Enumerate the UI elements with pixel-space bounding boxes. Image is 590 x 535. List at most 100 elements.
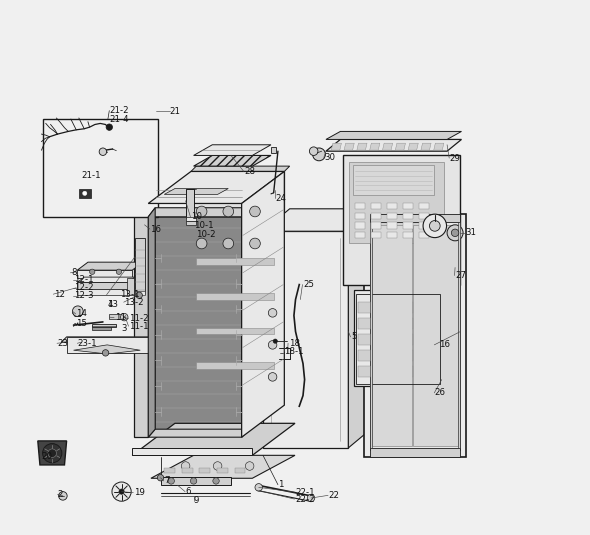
Text: 13-2: 13-2 bbox=[124, 297, 144, 307]
Polygon shape bbox=[164, 188, 228, 194]
Polygon shape bbox=[148, 208, 250, 217]
Text: 11: 11 bbox=[114, 313, 126, 322]
Bar bbox=[43, 119, 158, 217]
Polygon shape bbox=[186, 217, 196, 220]
Circle shape bbox=[268, 372, 277, 381]
Circle shape bbox=[73, 306, 83, 317]
Polygon shape bbox=[148, 208, 155, 437]
Text: 10-1: 10-1 bbox=[194, 221, 213, 231]
Polygon shape bbox=[73, 313, 83, 317]
Bar bbox=[371, 232, 382, 238]
Bar bbox=[371, 212, 382, 219]
Polygon shape bbox=[77, 262, 143, 270]
Text: 23-1: 23-1 bbox=[78, 339, 97, 348]
Bar bbox=[387, 212, 398, 219]
Circle shape bbox=[245, 462, 254, 470]
Bar bbox=[378, 366, 393, 377]
Text: 13-1: 13-1 bbox=[120, 290, 140, 299]
Bar bbox=[358, 334, 373, 345]
Circle shape bbox=[268, 309, 277, 317]
Polygon shape bbox=[365, 214, 466, 457]
Circle shape bbox=[313, 148, 326, 161]
Text: 5: 5 bbox=[351, 332, 356, 341]
Bar bbox=[79, 188, 91, 198]
Text: 31: 31 bbox=[466, 228, 477, 238]
Circle shape bbox=[213, 478, 219, 484]
Text: 21-2: 21-2 bbox=[110, 106, 129, 115]
Polygon shape bbox=[242, 208, 250, 437]
Text: 21-4: 21-4 bbox=[110, 114, 129, 124]
Bar bbox=[217, 468, 228, 473]
Polygon shape bbox=[74, 345, 140, 354]
Text: 23: 23 bbox=[58, 339, 68, 348]
Circle shape bbox=[99, 148, 107, 156]
Text: 19: 19 bbox=[134, 488, 145, 497]
Polygon shape bbox=[326, 140, 461, 151]
Text: 18-1: 18-1 bbox=[284, 347, 304, 356]
Bar bbox=[235, 468, 245, 473]
Polygon shape bbox=[332, 143, 342, 150]
Bar bbox=[387, 222, 398, 228]
Polygon shape bbox=[134, 203, 148, 437]
Bar bbox=[182, 468, 192, 473]
Polygon shape bbox=[344, 143, 354, 150]
Polygon shape bbox=[191, 166, 290, 171]
Circle shape bbox=[136, 292, 142, 299]
Polygon shape bbox=[343, 156, 460, 285]
Circle shape bbox=[48, 449, 57, 457]
Polygon shape bbox=[134, 195, 156, 203]
Text: 28: 28 bbox=[244, 167, 255, 176]
Polygon shape bbox=[395, 143, 405, 150]
Polygon shape bbox=[353, 165, 434, 195]
Polygon shape bbox=[370, 214, 460, 222]
Text: 16: 16 bbox=[439, 340, 450, 349]
Polygon shape bbox=[132, 423, 295, 455]
Circle shape bbox=[223, 238, 234, 249]
Bar bbox=[355, 232, 365, 238]
Text: 7: 7 bbox=[164, 477, 170, 485]
Text: 12-1: 12-1 bbox=[74, 276, 93, 284]
Text: 20: 20 bbox=[41, 453, 53, 461]
Circle shape bbox=[112, 482, 131, 501]
Polygon shape bbox=[353, 290, 442, 386]
Polygon shape bbox=[194, 156, 271, 166]
Bar bbox=[371, 222, 382, 228]
Polygon shape bbox=[263, 209, 374, 231]
Polygon shape bbox=[127, 278, 134, 295]
Bar bbox=[419, 302, 434, 313]
Text: 22: 22 bbox=[329, 491, 340, 500]
Text: 13: 13 bbox=[107, 300, 118, 309]
Bar bbox=[199, 468, 210, 473]
Polygon shape bbox=[155, 217, 242, 429]
Text: 22-1: 22-1 bbox=[295, 487, 314, 496]
Text: 29: 29 bbox=[450, 154, 461, 163]
Bar bbox=[358, 318, 373, 329]
Text: 14: 14 bbox=[76, 309, 87, 318]
Bar bbox=[398, 334, 414, 345]
Bar bbox=[378, 302, 393, 313]
Bar bbox=[403, 212, 414, 219]
Bar bbox=[196, 258, 274, 265]
Bar bbox=[387, 232, 398, 238]
Polygon shape bbox=[135, 291, 145, 295]
Circle shape bbox=[250, 238, 260, 249]
Polygon shape bbox=[349, 162, 444, 243]
Polygon shape bbox=[263, 231, 348, 448]
Circle shape bbox=[191, 478, 197, 484]
Circle shape bbox=[447, 225, 463, 241]
Text: 9: 9 bbox=[194, 496, 199, 505]
Circle shape bbox=[423, 214, 447, 238]
Polygon shape bbox=[372, 225, 412, 446]
Bar bbox=[419, 366, 434, 377]
Circle shape bbox=[58, 492, 67, 500]
Bar bbox=[371, 203, 382, 209]
Circle shape bbox=[181, 462, 190, 470]
Text: 21-1: 21-1 bbox=[81, 171, 101, 180]
Polygon shape bbox=[242, 171, 284, 437]
Text: 22-2: 22-2 bbox=[295, 494, 314, 503]
Circle shape bbox=[196, 238, 207, 249]
Circle shape bbox=[120, 314, 128, 321]
Polygon shape bbox=[382, 143, 393, 150]
Circle shape bbox=[116, 269, 122, 274]
Bar bbox=[355, 222, 365, 228]
